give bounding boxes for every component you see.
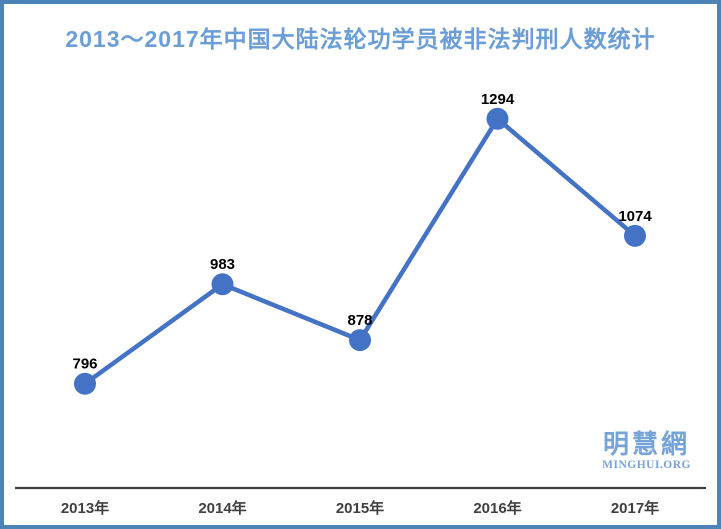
- data-point: [74, 372, 96, 395]
- watermark: 明慧網 MINGHUI.ORG: [602, 429, 691, 471]
- data-point: [624, 224, 646, 247]
- data-label: 878: [347, 312, 372, 329]
- x-axis-label: 2014年: [198, 499, 246, 517]
- x-axis-label: 2017年: [611, 499, 659, 517]
- data-point: [486, 107, 509, 130]
- data-label: 1074: [618, 208, 652, 225]
- data-point: [349, 329, 371, 352]
- watermark-latin: MINGHUI.ORG: [602, 458, 691, 471]
- chart-title: 2013～2017年中国大陆法轮功学员被非法判刑人数统计: [65, 26, 656, 52]
- data-label: 1294: [481, 91, 515, 108]
- data-point: [211, 273, 234, 296]
- data-label: 983: [210, 256, 235, 273]
- line-chart: 796 983 878 1294 1074 2013年 2014年 2015年 2016年 201…: [15, 91, 706, 517]
- x-axis-label: 2013年: [61, 499, 109, 517]
- watermark-cjk: 明慧網: [603, 429, 691, 459]
- x-axis-label: 2015年: [336, 499, 384, 517]
- data-label: 796: [72, 356, 97, 373]
- x-axis-label: 2016年: [473, 499, 521, 517]
